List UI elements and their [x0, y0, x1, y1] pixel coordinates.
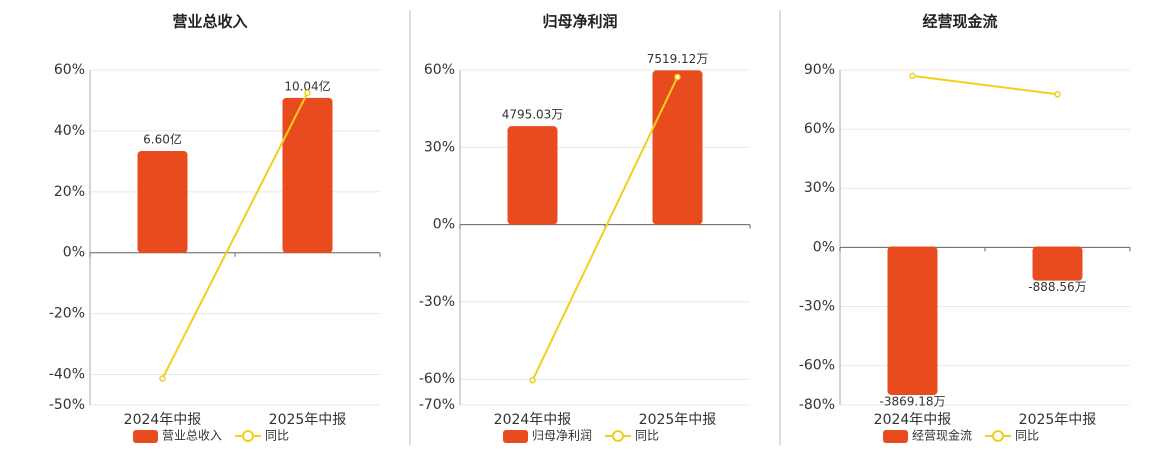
y-tick-label: -70% — [419, 397, 455, 413]
chart-title: 营业总收入 — [172, 13, 247, 31]
x-tick-label: 2025年中报 — [269, 412, 347, 428]
y-tick-label: 20% — [54, 184, 85, 200]
y-tick-label: -60% — [799, 358, 835, 374]
y-tick-label: 90% — [804, 62, 835, 78]
y-tick-label: -30% — [799, 298, 835, 314]
line — [912, 74, 1058, 96]
line-point — [1054, 90, 1061, 98]
y-tick-label: 30% — [424, 139, 455, 155]
legend-label: 同比 — [265, 429, 289, 443]
y-tick-label: 0% — [433, 217, 455, 233]
y-tick-label: -30% — [419, 294, 455, 310]
x-tick-label: 2024年中报 — [124, 412, 202, 428]
bar — [652, 70, 703, 225]
y-tick-label: -20% — [49, 306, 85, 322]
bar — [282, 97, 333, 253]
bar — [137, 150, 188, 253]
x-tick-label: 2024年中报 — [494, 412, 572, 428]
data-label: -888.56万 — [1028, 280, 1086, 294]
bar — [507, 126, 558, 225]
y-tick-label: 0% — [63, 245, 85, 261]
y-tick-label: 30% — [804, 180, 835, 196]
bar — [887, 246, 938, 395]
line-point — [529, 377, 536, 384]
y-tick-label: -80% — [799, 397, 835, 413]
legend-swatch — [612, 430, 624, 442]
bar — [1032, 246, 1083, 281]
legend-swatch — [242, 430, 254, 442]
legend-swatch — [503, 430, 528, 443]
data-label: 7519.12万 — [647, 52, 709, 66]
legend-label: 经营现金流 — [912, 428, 972, 443]
data-label: 4795.03万 — [502, 108, 564, 122]
line — [161, 92, 309, 379]
line-point — [909, 72, 916, 80]
y-tick-label: -50% — [49, 397, 85, 413]
line-point — [159, 375, 166, 382]
y-tick-label: 60% — [804, 121, 835, 137]
y-tick-label: 0% — [813, 239, 835, 255]
data-label: 10.04亿 — [284, 78, 330, 93]
line-point — [674, 73, 681, 81]
y-tick-label: -40% — [49, 367, 85, 383]
y-tick-label: -60% — [419, 371, 455, 387]
chart-title: 归母净利润 — [542, 13, 617, 31]
legend-label: 同比 — [1015, 429, 1039, 443]
legend-label: 同比 — [635, 429, 659, 443]
legend-label: 归母净利润 — [532, 429, 592, 443]
x-tick-label: 2025年中报 — [1019, 412, 1097, 428]
data-label: 6.60亿 — [143, 131, 182, 146]
y-tick-label: 60% — [54, 62, 85, 78]
legend-swatch — [992, 430, 1004, 442]
legend-swatch — [133, 430, 158, 443]
x-tick-label: 2025年中报 — [639, 412, 717, 428]
data-label: -3869.18万 — [880, 394, 946, 408]
chart-title: 经营现金流 — [922, 13, 997, 31]
legend-swatch — [883, 430, 908, 443]
legend-label: 营业总收入 — [162, 429, 222, 443]
y-tick-label: 40% — [54, 123, 85, 139]
line-point — [304, 89, 311, 97]
y-tick-label: 60% — [424, 62, 455, 78]
line — [531, 76, 679, 381]
x-tick-label: 2024年中报 — [874, 412, 952, 428]
